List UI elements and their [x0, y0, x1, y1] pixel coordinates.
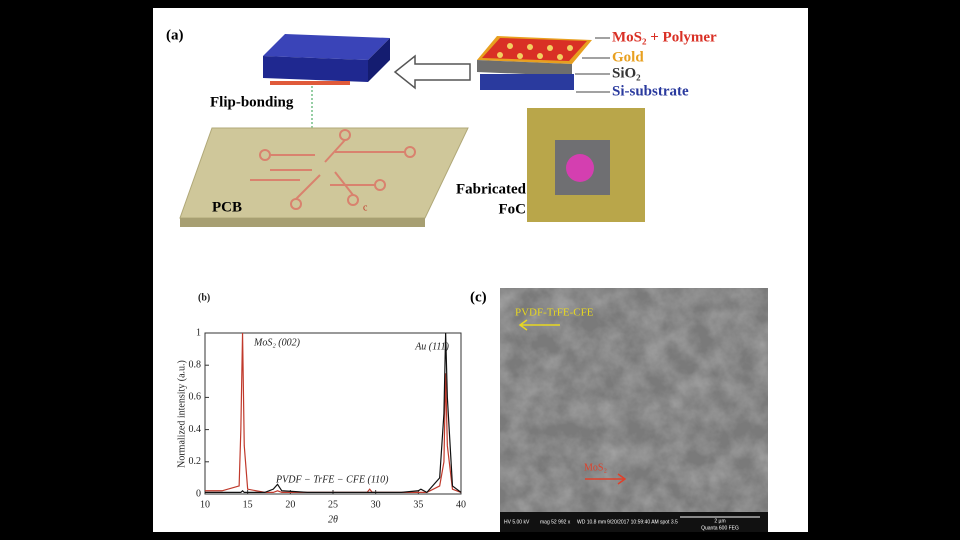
info-text: 2 µm: [714, 518, 725, 524]
data-line: [205, 332, 462, 494]
photo-caption: FoC: [499, 201, 527, 217]
layer-label: SiO₂: [612, 65, 641, 81]
sem-arrow: [518, 319, 560, 331]
layer-label: Si-substrate: [612, 83, 689, 99]
photo-sensor: [566, 154, 594, 182]
annotation: PVDF − TrFE − CFE (110): [275, 474, 389, 485]
info-text: Quanta 600 FEG: [701, 525, 739, 531]
layer-label: Gold: [612, 49, 644, 65]
panel-c: (c) PVDF-TrFE-CFE MoS₂ HV 5.00 kV mag 52…: [470, 288, 768, 532]
panel-b: (b) MoS₂ (002) Au (111) PVDF − TrFE − CF…: [176, 292, 466, 525]
chip-layer: [270, 81, 350, 85]
sio2-layer: [477, 60, 572, 76]
y-axis-label: Normalized intensity (a.u.): [176, 360, 187, 468]
photo-caption: Fabricated: [456, 181, 527, 197]
panel-a: (a) Flip-bonding PCB c MoS₂ + Polymer Go…: [166, 27, 717, 227]
pcb-traces: [250, 129, 416, 210]
y-tick-label: 0.2: [189, 456, 202, 467]
panel-label: (a): [166, 27, 184, 43]
y-tick-label: 0.4: [189, 424, 202, 435]
info-text: spot 3.5: [660, 519, 678, 525]
info-text: HV 5.00 kV: [504, 519, 530, 525]
si-layer: [480, 74, 574, 90]
layer-label: MoS₂ + Polymer: [612, 29, 717, 45]
info-text: WD 10.8 mm: [577, 519, 606, 525]
info-text: mag 52 992 x: [540, 519, 571, 525]
info-text: 9/20/2017 10:59:40 AM: [607, 519, 659, 525]
chip-top: [263, 34, 390, 60]
sem-arrow: [585, 473, 627, 485]
x-tick-label: 40: [456, 499, 466, 510]
flip-bonding: Flip-bonding: [210, 94, 294, 110]
chip-side: [368, 38, 390, 82]
sem-texture: [500, 288, 768, 512]
x-tick-label: 15: [243, 499, 253, 510]
pcb-label: PCB: [212, 199, 242, 215]
chip-front: [263, 56, 368, 82]
panel-label: (b): [198, 292, 210, 303]
gold-dots: [497, 43, 573, 60]
pcb-mark: c: [363, 202, 368, 213]
sem-label: MoS₂: [584, 462, 607, 473]
x-tick-label: 20: [285, 499, 295, 510]
process-arrow: [393, 54, 471, 90]
pcb-edge: [180, 218, 425, 227]
annotation: Au (111): [414, 341, 449, 352]
y-tick-label: 0.8: [189, 359, 202, 370]
x-tick-label: 35: [413, 499, 423, 510]
y-tick-label: 1: [196, 327, 201, 338]
x-tick-label: 30: [371, 499, 381, 510]
y-tick-label: 0.6: [189, 392, 202, 403]
annotation: MoS₂ (002): [253, 337, 301, 348]
layer-pointers: [575, 37, 610, 93]
x-tick-label: 10: [200, 499, 210, 510]
x-tick-label: 25: [328, 499, 338, 510]
y-tick-label: 0: [196, 488, 201, 499]
panel-label: (c): [470, 289, 487, 305]
sem-label: PVDF-TrFE-CFE: [515, 307, 594, 319]
x-axis-label: 2θ: [328, 514, 338, 525]
